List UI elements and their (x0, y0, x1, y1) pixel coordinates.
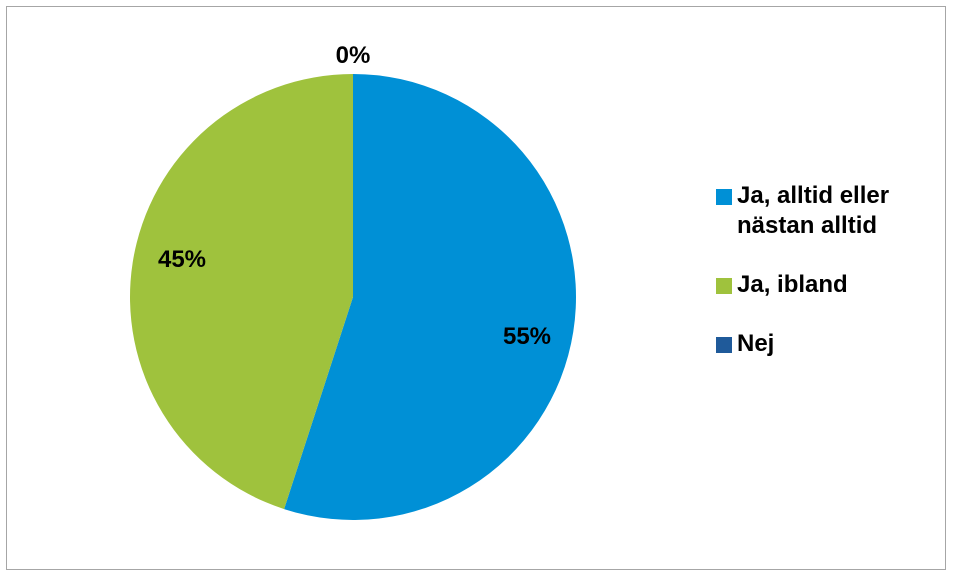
chart-area: 55% 45% 0% Ja, alltid eller nästan alltid … (6, 6, 946, 570)
legend-swatch-nej (716, 337, 732, 353)
legend-label-nej: Nej (737, 330, 775, 357)
pie-slice-ja-alltid (284, 74, 576, 520)
data-label-ja-ibland: 45% (158, 246, 206, 273)
pie-chart: 55% 45% 0% (129, 42, 576, 520)
legend-swatch-ja-alltid (716, 189, 732, 205)
legend: Ja, alltid eller nästan alltid Ja, iblan… (712, 181, 942, 388)
data-label-nej: 0% (336, 42, 371, 69)
pie-slice-ja-ibland (129, 74, 353, 510)
legend-item-ja-alltid: Ja, alltid eller nästan alltid (712, 181, 942, 241)
legend-item-ja-ibland: Ja, ibland (712, 270, 942, 300)
data-label-ja-alltid: 55% (503, 323, 551, 350)
legend-item-nej: Nej (712, 329, 942, 359)
legend-label-ja-alltid: Ja, alltid eller nästan alltid (737, 182, 890, 239)
legend-label-ja-ibland: Ja, ibland (737, 271, 848, 298)
legend-swatch-ja-ibland (716, 278, 732, 294)
